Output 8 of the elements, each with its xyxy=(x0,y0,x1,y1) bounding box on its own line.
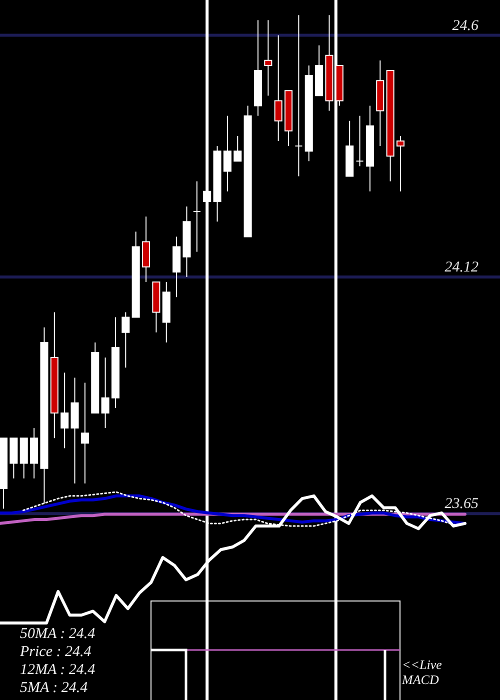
annotation: 12MA : 24.4 xyxy=(20,662,96,678)
annotation: 5MA : 24.4 xyxy=(20,680,88,696)
annotation: Price : 24.4 xyxy=(19,644,92,660)
y-tick-label: 24.12 xyxy=(444,259,479,276)
y-tick-label: 24.6 xyxy=(452,18,479,34)
annotation: 50MA : 24.4 xyxy=(20,626,96,642)
annotation: <<Live MACD xyxy=(401,657,442,687)
y-tick-label: 23.65 xyxy=(444,496,479,512)
